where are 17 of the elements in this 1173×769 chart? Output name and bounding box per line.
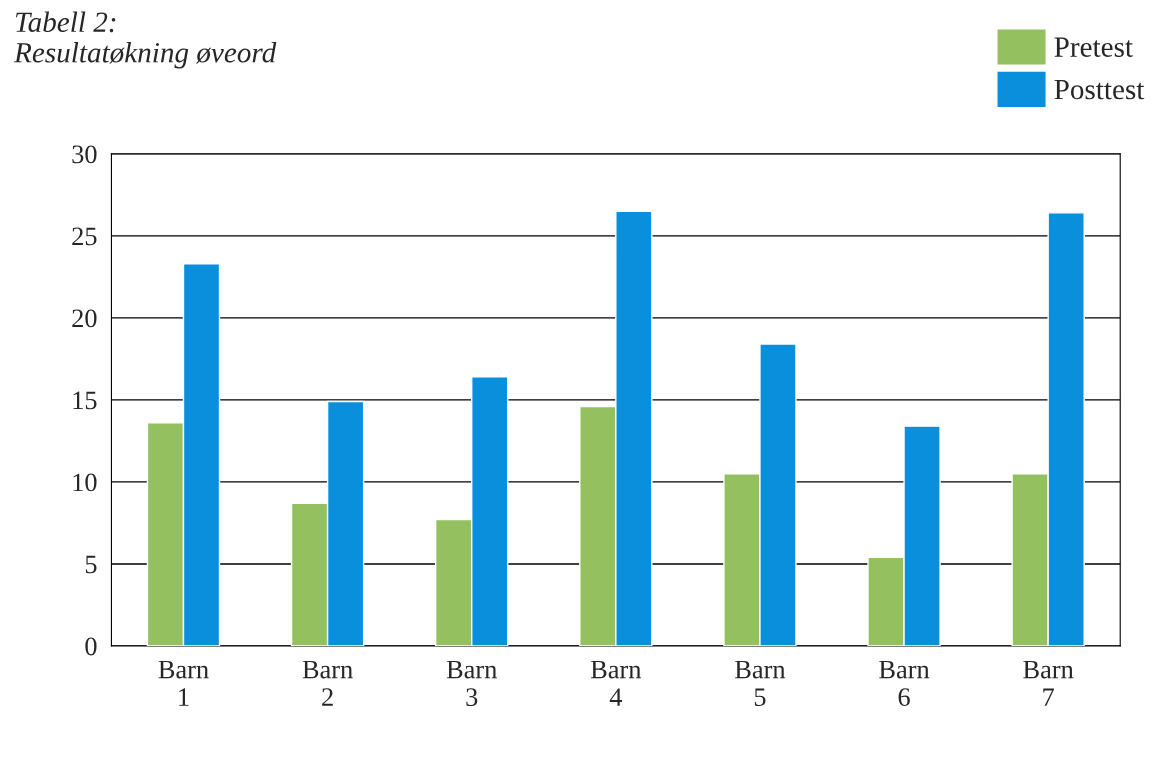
legend-label: Pretest (1054, 37, 1133, 57)
x-tick-label: Barn 7 (1023, 660, 1074, 706)
x-tick-label: Barn 3 (446, 660, 497, 707)
x-tick-label: Barn 6 (879, 660, 930, 707)
x-tick-label: Barn 1 (158, 660, 209, 706)
y-tick-label: 0 (85, 637, 97, 656)
y-tick-label: 5 (85, 555, 97, 574)
y-tick-label: 15 (73, 391, 97, 410)
chart-title: Tabell 2: Resultatøkning øveord (13, 11, 277, 69)
y-tick-label: 10 (73, 473, 97, 492)
x-tick-label: Barn 5 (735, 660, 786, 707)
x-tick-label: Barn 2 (302, 660, 353, 706)
y-tick-label: 30 (72, 145, 97, 164)
y-tick-label: 25 (72, 227, 97, 246)
x-tick-label: Barn 4 (590, 660, 642, 706)
y-tick-label: 20 (72, 309, 97, 328)
legend-label: Posttest (1054, 79, 1145, 100)
